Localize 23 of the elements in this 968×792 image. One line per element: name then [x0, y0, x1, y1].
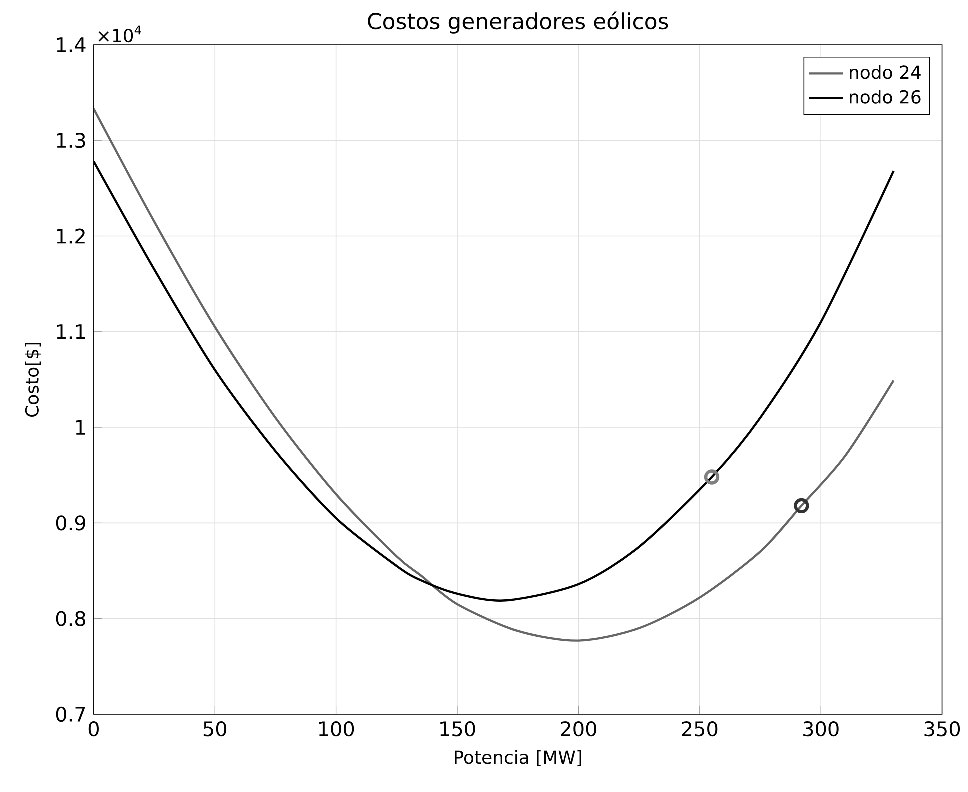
y-tick-label: 0.9 — [56, 515, 86, 531]
x-tick-label: 100 — [319, 721, 354, 736]
y-tick-label: 1.1 — [57, 324, 86, 339]
legend-label: nodo 26 — [850, 90, 921, 104]
x-tick-label: 200 — [561, 721, 596, 736]
y-tick-label: 1.3 — [57, 132, 86, 148]
x-tick-label: 300 — [804, 721, 839, 736]
line-series — [94, 108, 895, 642]
y-tick-label: 0.8 — [56, 611, 86, 626]
text: ×10$^{4}$ — [98, 26, 142, 42]
x-tick-label: 250 — [682, 721, 718, 736]
y-tick-label: 1 — [76, 420, 86, 435]
y-axis-title: Costo[$] — [25, 342, 42, 417]
y-tick-label: 0.7 — [56, 706, 86, 722]
x-tick-label: 150 — [440, 721, 476, 736]
x-axis-title: Potencia [MW] — [455, 750, 582, 766]
x-tick-label: 50 — [204, 721, 227, 736]
x-tick-label: 0 — [88, 721, 99, 736]
y-tick-label: 1.2 — [57, 228, 85, 244]
x-tick-label: 350 — [924, 721, 960, 736]
y-tick-label: 1.4 — [57, 37, 86, 52]
chart-title: Costos generadores eólicos — [368, 12, 668, 34]
legend-label: nodo 24 — [850, 65, 921, 80]
